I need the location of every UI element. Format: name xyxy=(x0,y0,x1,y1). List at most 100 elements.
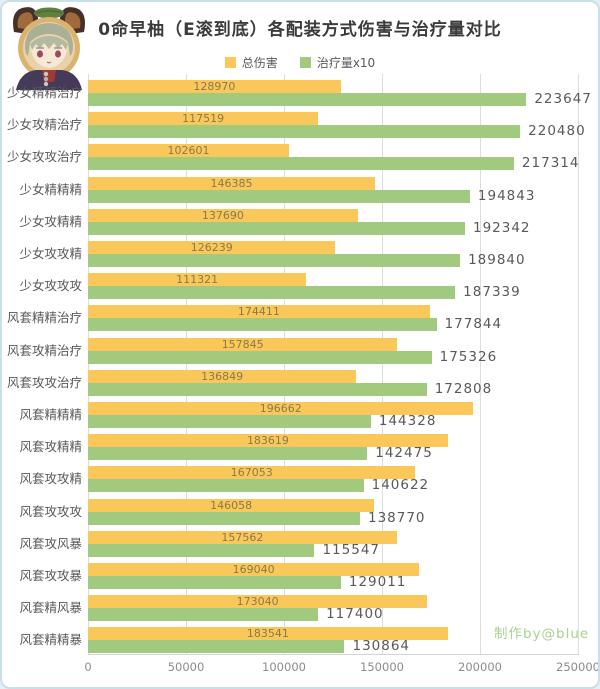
damage-bar: 157562 xyxy=(88,530,397,544)
x-axis-tick-label: 0 xyxy=(84,660,92,674)
healing-value-label: 217314 xyxy=(521,155,580,172)
healing-bar xyxy=(88,254,461,267)
gridline xyxy=(186,74,187,654)
healing-bar xyxy=(88,479,364,493)
category-label: 风套精精精 xyxy=(19,407,82,422)
legend-healing-label: 治疗量x10 xyxy=(316,56,376,70)
damage-value-label: 157562 xyxy=(221,530,264,544)
category-label: 少女精精精 xyxy=(19,181,82,197)
category-label: 少女攻攻精 xyxy=(19,246,82,261)
damage-value-label: 137690 xyxy=(201,208,244,222)
bar-row: 风套攻攻攻 146058 138770 xyxy=(2,498,598,526)
category-label: 少女攻精精 xyxy=(19,213,82,229)
category-label: 少女攻攻攻 xyxy=(19,278,82,294)
healing-bar xyxy=(88,511,360,525)
bar-row: 少女精精治疗 128970 223647 xyxy=(2,80,598,107)
healing-bar xyxy=(88,382,427,396)
legend-damage-label: 总伤害 xyxy=(241,56,278,70)
bar-row: 风套攻攻暴 169040 129011 xyxy=(2,563,598,590)
damage-value-label: 196662 xyxy=(259,402,302,415)
gridline xyxy=(284,74,285,654)
damage-value-label: 111321 xyxy=(176,273,219,287)
sayu-avatar-image xyxy=(13,7,85,90)
healing-bar xyxy=(88,189,470,203)
healing-bar xyxy=(88,93,527,106)
healing-value-label: 194843 xyxy=(477,187,536,204)
damage-bar: 196662 xyxy=(88,402,474,415)
x-axis-tick-label: 250000 xyxy=(556,660,600,674)
damage-bar: 146385 xyxy=(88,176,375,190)
bar-row: 少女攻精治疗 117519 220480 xyxy=(2,112,598,140)
bar-row: 少女攻精精 137690 192342 xyxy=(2,208,598,236)
bar-row: 风套精风暴 173040 117400 xyxy=(2,595,598,622)
bar-row: 风套精精治疗 174411 177844 xyxy=(2,305,598,332)
category-label: 少女攻攻治疗 xyxy=(6,149,82,165)
category-label: 风套攻攻精 xyxy=(19,471,82,487)
damage-value-label: 167053 xyxy=(230,466,273,480)
gridline xyxy=(382,74,383,654)
damage-bar: 183541 xyxy=(88,627,448,641)
healing-bar xyxy=(88,543,315,557)
healing-bar xyxy=(88,286,456,300)
x-axis-tick-label: 150000 xyxy=(360,660,404,674)
category-label: 风套精精暴 xyxy=(19,632,82,648)
gridline xyxy=(88,74,89,654)
eye-left-icon xyxy=(37,50,43,58)
damage-bar: 136849 xyxy=(88,369,357,383)
bar-row: 少女攻攻精 126239 189840 xyxy=(2,241,598,268)
bar-row: 风套攻风暴 157562 115547 xyxy=(2,530,598,558)
damage-bar: 146058 xyxy=(88,498,375,512)
bar-row: 少女攻攻治疗 102601 217314 xyxy=(2,144,598,172)
leaf-icon xyxy=(34,7,64,19)
healing-bar xyxy=(88,415,371,428)
bar-row: 风套攻攻精 167053 140622 xyxy=(2,466,598,494)
healing-value-label: 223647 xyxy=(534,91,592,107)
damage-value-label: 157845 xyxy=(221,337,264,351)
healing-bar xyxy=(88,447,368,461)
damage-bar: 111321 xyxy=(88,273,307,287)
damage-bar: 167053 xyxy=(88,466,416,480)
healing-value-label: 220480 xyxy=(528,123,586,140)
x-axis-tick-label: 50000 xyxy=(167,660,205,674)
damage-bar: 102601 xyxy=(88,144,290,158)
x-axis-tick-label: 100000 xyxy=(262,660,306,674)
category-label: 风套攻攻治疗 xyxy=(6,374,82,390)
damage-value-label: 183619 xyxy=(246,434,289,448)
healing-bar xyxy=(88,350,432,364)
damage-bar: 157845 xyxy=(88,337,398,351)
healing-bar xyxy=(88,640,345,654)
healing-bar xyxy=(88,576,341,589)
damage-value-label: 174411 xyxy=(237,305,280,319)
damage-bar: 126239 xyxy=(88,241,336,254)
healing-bar xyxy=(88,125,521,139)
category-label: 风套攻风暴 xyxy=(19,535,82,551)
healing-value-label: 175326 xyxy=(439,348,498,365)
healing-bar xyxy=(88,318,437,332)
damage-value-label: 102601 xyxy=(167,144,210,158)
category-label: 少女精精治疗 xyxy=(6,85,82,100)
healing-value-label: 142475 xyxy=(375,445,433,462)
chart-legend: 总伤害 治疗量x10 xyxy=(2,54,598,71)
category-label: 风套精风暴 xyxy=(19,600,82,616)
damage-value-label: 126239 xyxy=(190,241,233,254)
healing-value-label: 144328 xyxy=(378,413,437,429)
healing-value-label: 192342 xyxy=(472,219,531,236)
bar-row: 风套攻精治疗 157845 175326 xyxy=(2,337,598,365)
healing-value-label: 140622 xyxy=(371,477,430,494)
eye-right-icon xyxy=(55,50,61,58)
gridline xyxy=(578,74,579,654)
category-label: 风套精精治疗 xyxy=(6,310,82,326)
x-axis: 0 50000 100000 150000 200000 250000 xyxy=(2,660,600,676)
healing-bar xyxy=(88,157,514,171)
healing-value-label: 187339 xyxy=(463,284,521,301)
healing-value-label: 115547 xyxy=(322,541,381,558)
chart-title: 0命早柚（E滚到底）各配装方式伤害与治疗量对比 xyxy=(98,20,502,40)
healing-value-label: 189840 xyxy=(468,252,526,268)
x-axis-line xyxy=(88,654,579,655)
healing-value-label: 129011 xyxy=(348,574,407,590)
x-axis-tick-label: 200000 xyxy=(458,660,502,674)
damage-bar: 117519 xyxy=(88,112,319,126)
category-label: 风套攻攻攻 xyxy=(19,503,82,519)
plot-area: 0 50000 100000 150000 200000 250000 少女精精治疗 128… xyxy=(2,74,600,679)
